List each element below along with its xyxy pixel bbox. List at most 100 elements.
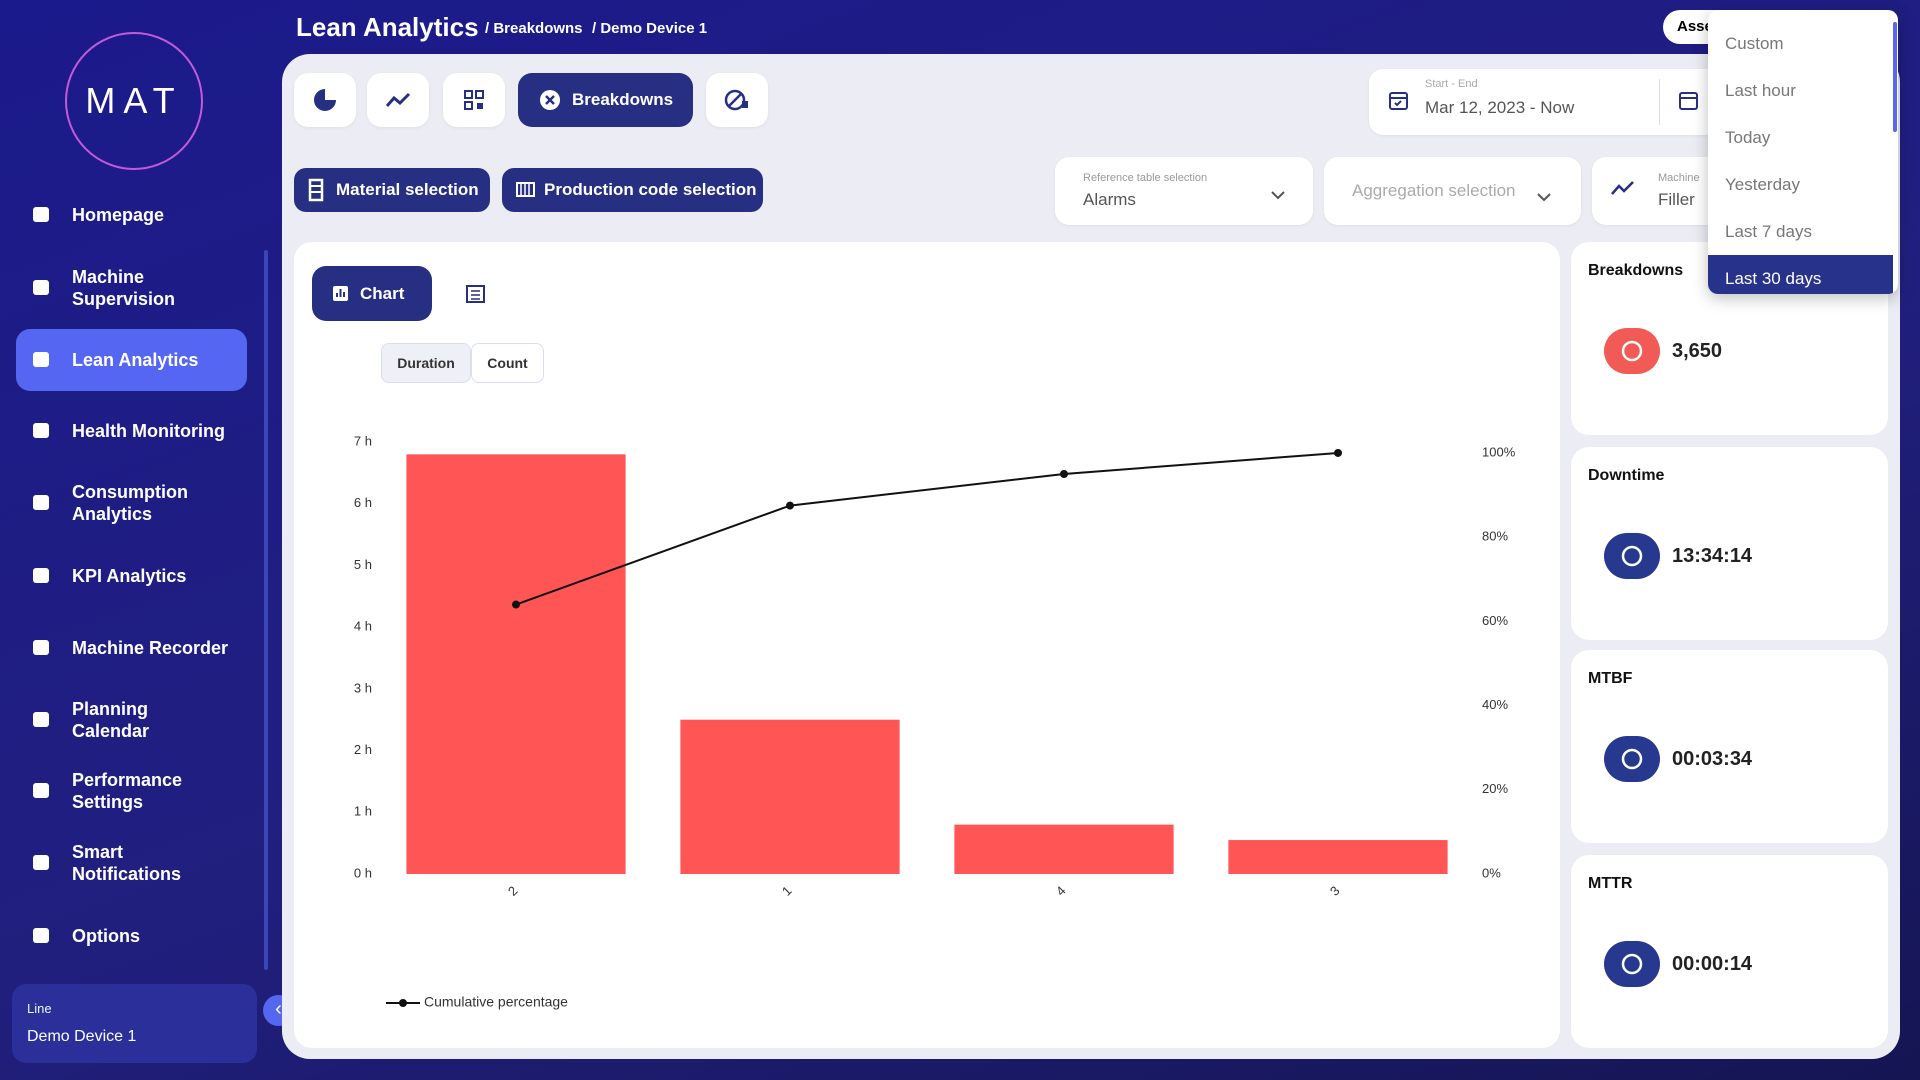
x-tick-label: 3 (1327, 883, 1343, 899)
line-label: Line (27, 1001, 52, 1016)
kpi-value: 3,650 (1672, 340, 1723, 362)
toggle[interactable]: Count (471, 343, 544, 383)
line-box[interactable]: Line Demo Device 1 (12, 984, 257, 1063)
legend-marker (399, 999, 407, 1007)
tab-overview[interactable] (294, 73, 356, 127)
breadcrumb[interactable]: / Demo Device 1 (592, 20, 708, 37)
kpi-icon (1604, 328, 1660, 374)
icon (333, 286, 348, 301)
kpi-card: MTBF 00:03:34 (1571, 650, 1888, 843)
time-menu: Custom Last hour Today Yesterday Last 7 days… (1708, 10, 1898, 294)
scrollbar (264, 250, 268, 970)
nav-item[interactable]: Planning Calendar (16, 689, 247, 751)
nav-icon (33, 712, 49, 727)
nav-item[interactable]: KPI Analytics (16, 545, 247, 607)
x-tick-label: 2 (505, 883, 521, 899)
legend-label: Cumulative percentage (424, 994, 568, 1010)
menu-item[interactable]: Last 30 days (1708, 255, 1893, 294)
nav-icon (33, 568, 49, 583)
tab-label: Breakdowns (572, 90, 674, 109)
select-value: Filler (1658, 190, 1695, 209)
icon (724, 89, 748, 111)
kpi-value: 13:34:14 (1672, 545, 1753, 567)
select-value: Alarms (1083, 190, 1136, 209)
page-title: Lean Analytics (296, 12, 479, 42)
bar (680, 719, 900, 874)
logo[interactable]: MAT (65, 32, 203, 170)
icon (540, 90, 560, 110)
button-label: Production code selection (544, 180, 757, 199)
tab-trend[interactable] (367, 73, 429, 127)
kpi-card: Downtime 13:34:14 (1571, 447, 1888, 640)
y2-tick-label: 60% (1482, 613, 1508, 628)
nav-label: Planning Calendar (72, 699, 150, 741)
menu-item[interactable]: Yesterday (1725, 175, 1800, 194)
menu-scrollbar (1893, 22, 1897, 132)
menu-item[interactable]: Today (1725, 128, 1771, 147)
nav-item[interactable]: Machine Supervision (16, 257, 247, 319)
kpi-icon (1604, 533, 1660, 579)
toggle[interactable]: Duration (381, 343, 471, 383)
button-label: Material selection (336, 180, 479, 199)
nav-item[interactable]: Homepage (16, 184, 247, 246)
kpi-value: 00:03:34 (1672, 748, 1753, 770)
chart: 0 h 1 h 2 h 3 h 4 h 5 h 6 h 7 h 0% 20% 40% 60% 80% 10… (354, 433, 1516, 1010)
tab-breakdowns[interactable]: Breakdowns (518, 73, 693, 127)
kpi-value: 00:00:14 (1672, 953, 1753, 975)
icon (1621, 748, 1643, 770)
y-tick-label: 7 h (354, 433, 372, 448)
aggregation-select[interactable]: Aggregation selection (1324, 157, 1581, 225)
nav-item[interactable]: Performance Settings (16, 760, 247, 822)
icon (385, 92, 411, 107)
select-label: Reference table selection (1083, 172, 1208, 184)
x-tick-label: 4 (1053, 883, 1069, 899)
nav-label: Machine Recorder (72, 638, 229, 658)
table-tab[interactable] (464, 283, 488, 305)
nav-label: Health Monitoring (72, 421, 225, 441)
breadcrumb[interactable]: / Breakdowns (485, 20, 583, 37)
menu-item[interactable]: Last 7 days (1725, 222, 1812, 241)
nav-label: Homepage (72, 205, 165, 225)
nav-label: Consumption Analytics (72, 482, 188, 524)
menu-item[interactable]: Last hour (1725, 81, 1796, 100)
production-button[interactable]: Production code selection (502, 168, 763, 212)
bar (406, 454, 626, 874)
bar (1228, 840, 1448, 874)
reference-select[interactable]: Reference table selection Alarms (1055, 157, 1313, 225)
y-tick-label: 0 h (354, 865, 372, 880)
nav-label: Smart Notifications (72, 842, 182, 884)
line-point (786, 501, 794, 510)
date-label: Start - End (1425, 78, 1478, 90)
nav-icon (33, 423, 49, 438)
menu-item[interactable]: Custom (1725, 34, 1784, 53)
nav-item[interactable]: Health Monitoring (16, 400, 247, 462)
icon (1621, 545, 1643, 567)
nav-item[interactable]: Machine Recorder (16, 617, 247, 679)
nav-icon (33, 640, 49, 655)
date-picker[interactable]: Start - End Mar 12, 2023 - Now (1369, 69, 1729, 135)
tab-qr[interactable] (443, 73, 505, 127)
tab-label: Chart (360, 283, 405, 303)
y-tick-label: 5 h (354, 557, 372, 572)
nav-icon (33, 928, 49, 943)
nav-label: Machine Supervision (72, 267, 176, 309)
kpi-title: Downtime (1588, 467, 1665, 484)
nav-item[interactable]: Smart Notifications (16, 832, 247, 894)
chevron (1537, 193, 1551, 202)
y2-tick-label: 0% (1482, 865, 1501, 880)
y-tick-label: 4 h (354, 619, 372, 634)
nav-item[interactable]: Lean Analytics (16, 329, 247, 391)
chart-tab[interactable]: Chart (312, 266, 432, 321)
tab-performance[interactable] (706, 73, 768, 127)
nav-icon (33, 783, 49, 798)
nav-item[interactable]: Consumption Analytics (16, 472, 247, 534)
material-button[interactable]: Material selection (294, 168, 490, 212)
line (515, 451, 1339, 606)
bar (954, 824, 1174, 874)
kpi-icon (1604, 941, 1660, 987)
nav-item[interactable]: Options (16, 905, 247, 967)
icon (464, 90, 484, 110)
icon (314, 87, 338, 111)
divider (1659, 79, 1660, 125)
